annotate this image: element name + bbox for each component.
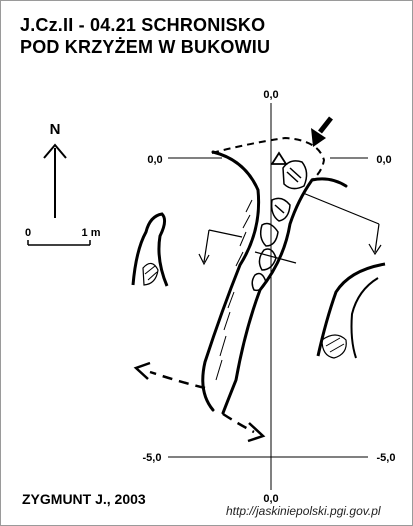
cave-walls (201, 150, 348, 415)
cross-section-line-right (302, 192, 382, 256)
entrance-dripline (211, 136, 326, 181)
coordinate-grid (168, 103, 368, 490)
author-credit: ZYGMUNT J., 2003 (22, 491, 146, 507)
source-url: http://jaskiniepolski.pgi.gov.pl (226, 504, 381, 518)
title-line-2: POD KRZYŻEM W BUKOWIU (20, 37, 271, 57)
cross-section-tick (254, 251, 297, 264)
scale-label-start: 0 (25, 227, 31, 239)
passage-continuation-west (133, 361, 206, 390)
passage-continuation-south (222, 412, 266, 443)
map-title: J.Cz.II - 04.21 SCHRONISKO POD KRZYŻEM W… (20, 14, 270, 58)
rock-blocks (251, 160, 308, 292)
grid-label-left-lower: -5,0 (143, 452, 162, 464)
entrance-arrow-icon (311, 116, 333, 147)
grid-label-left-upper: 0,0 (147, 154, 162, 166)
north-label: N (50, 121, 61, 138)
cave-wall-west (201, 150, 261, 412)
title-line-1: J.Cz.II - 04.21 SCHRONISKO (20, 15, 266, 35)
north-arrow-icon (43, 143, 67, 218)
grid-label-top: 0,0 (263, 89, 278, 101)
cave-wall-east (221, 177, 348, 415)
grid-label-bottom: 0,0 (263, 493, 278, 505)
grid-label-right-upper: 0,0 (376, 154, 391, 166)
floor-debris (215, 199, 253, 381)
cross-section-profile-b (316, 262, 386, 359)
scale-bar (27, 240, 91, 246)
cross-section-profile-a (131, 212, 169, 287)
survey-station-icon (270, 151, 288, 165)
scale-label-end: 1 m (82, 227, 101, 239)
cross-section-line-left (198, 229, 243, 266)
grid-label-right-lower: -5,0 (377, 452, 396, 464)
